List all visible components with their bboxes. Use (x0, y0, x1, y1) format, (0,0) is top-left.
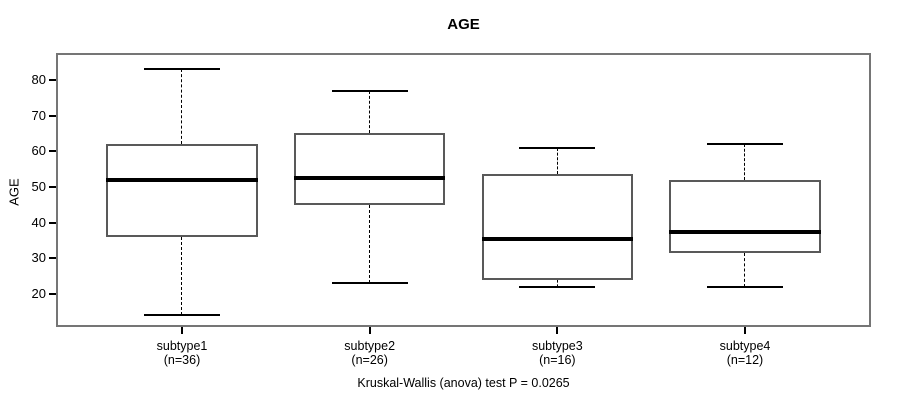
category-count: (n=16) (539, 353, 576, 367)
whisker-cap-bottom (707, 285, 783, 288)
y-tick-mark (49, 221, 56, 224)
y-tick-mark (49, 257, 56, 260)
y-tick-mark (49, 185, 56, 188)
category-name: subtype1 (156, 339, 208, 353)
box-subtype2 (293, 133, 446, 205)
category-name: subtype3 (531, 339, 583, 353)
y-tick-mark (49, 114, 56, 117)
stats-caption: Kruskal-Wallis (anova) test P = 0.0265 (357, 376, 570, 390)
whisker-upper (744, 144, 746, 180)
x-category-label-subtype4: subtype4 (n=12) (720, 339, 771, 367)
category-name: subtype2 (344, 339, 396, 353)
category-count: (n=26) (351, 353, 388, 367)
x-tick-mark (368, 327, 371, 334)
y-tick-label: 50 (31, 178, 46, 194)
whisker-cap-bottom (144, 314, 220, 317)
y-tick-label: 30 (31, 250, 46, 266)
whisker-cap-top (144, 68, 220, 71)
box-subtype3 (481, 174, 634, 280)
chart-title: AGE (447, 16, 480, 33)
y-axis-title: AGE (6, 178, 22, 206)
x-category-label-subtype3: subtype3 (n=16) (532, 339, 583, 367)
category-name: subtype4 (719, 339, 771, 353)
whisker-lower (368, 204, 370, 284)
whisker-cap-top (519, 146, 596, 149)
whisker-lower (744, 252, 746, 287)
whisker-upper (181, 69, 183, 145)
x-category-label-subtype2: subtype2 (n=26) (344, 339, 395, 367)
x-tick-mark (181, 327, 183, 334)
x-tick-mark (556, 327, 559, 334)
whisker-cap-top (707, 143, 783, 146)
whisker-lower (181, 236, 183, 316)
whisker-upper (368, 90, 370, 134)
median-line-subtype4 (669, 229, 821, 234)
box-subtype1 (106, 144, 258, 237)
y-tick-mark (49, 150, 56, 153)
y-tick-label: 70 (31, 107, 46, 123)
whisker-cap-top (331, 89, 408, 92)
y-tick-mark (49, 78, 56, 81)
y-tick-label: 60 (31, 143, 46, 159)
category-count: (n=12) (726, 353, 764, 367)
median-line-subtype2 (293, 176, 446, 181)
median-line-subtype1 (106, 177, 258, 182)
y-tick-label: 80 (31, 71, 46, 87)
y-tick-label: 40 (31, 214, 46, 230)
x-category-label-subtype1: subtype1 (n=36) (157, 339, 208, 367)
category-count: (n=36) (163, 353, 201, 367)
y-tick-mark (49, 292, 56, 295)
y-tick-label: 20 (31, 285, 46, 301)
median-line-subtype3 (481, 236, 634, 241)
whisker-cap-bottom (331, 282, 408, 285)
plot-area: 20 30 40 50 60 70 80 subtype1 (n=36) subtype2 (n=2… (32, 55, 869, 367)
whisker-cap-bottom (519, 285, 596, 288)
whisker-lower (556, 279, 558, 287)
box-subtype4 (669, 179, 821, 253)
whisker-upper (556, 147, 558, 175)
x-tick-mark (743, 327, 746, 334)
